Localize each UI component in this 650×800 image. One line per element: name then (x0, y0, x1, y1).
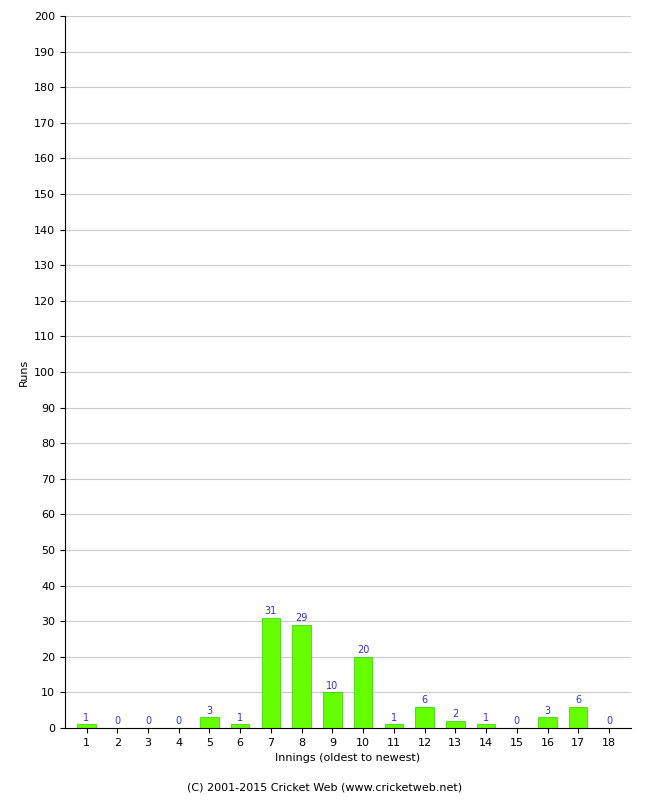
Text: 1: 1 (83, 713, 90, 722)
Text: 0: 0 (514, 716, 520, 726)
Text: 1: 1 (391, 713, 397, 722)
Text: 10: 10 (326, 681, 339, 690)
Text: 31: 31 (265, 606, 277, 616)
Bar (200, 718, 218, 728)
Bar (354, 657, 372, 728)
Text: 3: 3 (207, 706, 213, 715)
Bar (385, 725, 403, 728)
Bar (538, 718, 557, 728)
Text: 1: 1 (483, 713, 489, 722)
Text: 1: 1 (237, 713, 243, 722)
Y-axis label: Runs: Runs (19, 358, 29, 386)
Text: 0: 0 (114, 716, 120, 726)
Text: 6: 6 (575, 695, 581, 705)
Text: 0: 0 (606, 716, 612, 726)
Text: 20: 20 (357, 645, 369, 655)
Bar (292, 625, 311, 728)
Bar (231, 725, 250, 728)
Bar (477, 725, 495, 728)
Bar (415, 706, 434, 728)
Bar (446, 721, 465, 728)
Text: (C) 2001-2015 Cricket Web (www.cricketweb.net): (C) 2001-2015 Cricket Web (www.cricketwe… (187, 782, 463, 792)
Text: 0: 0 (176, 716, 182, 726)
Text: 3: 3 (545, 706, 551, 715)
Bar (569, 706, 588, 728)
Text: 2: 2 (452, 709, 458, 719)
Text: 6: 6 (421, 695, 428, 705)
Text: 0: 0 (145, 716, 151, 726)
Bar (77, 725, 96, 728)
Bar (323, 693, 342, 728)
Text: 29: 29 (296, 613, 308, 623)
Bar (262, 618, 280, 728)
X-axis label: Innings (oldest to newest): Innings (oldest to newest) (275, 754, 421, 763)
